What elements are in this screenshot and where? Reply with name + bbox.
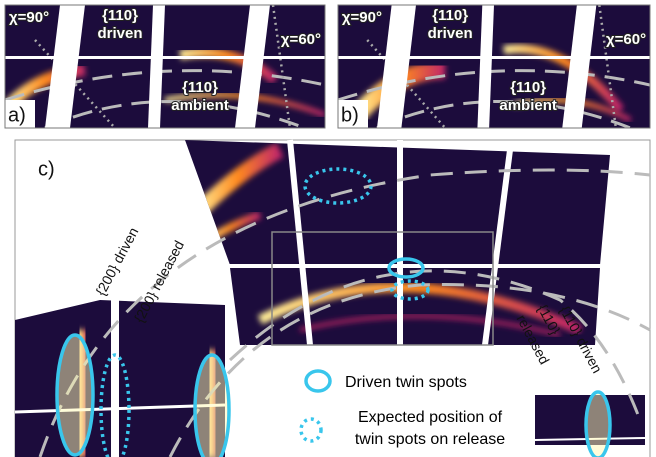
label-bg: [5, 100, 35, 128]
panel-label: b): [341, 104, 359, 126]
gap: [235, 5, 270, 128]
chi-label: χ=90°: [9, 9, 49, 26]
twin-spot-markers: [55, 257, 612, 457]
chi-line: [598, 5, 618, 128]
ring: [376, 100, 632, 128]
arc: [502, 44, 625, 113]
legend-text: Driven twin spots: [345, 374, 467, 391]
peak-label: ambient: [171, 97, 229, 114]
label-bg: [338, 100, 368, 128]
legend-text: Expected position of: [358, 409, 503, 426]
ring-arcs: [38, 168, 651, 457]
detector-image: [5, 5, 325, 128]
panel-label: a): [8, 104, 26, 126]
chi-label: χ=60°: [281, 31, 321, 48]
panel-border: [14, 139, 651, 457]
detector-image: [338, 5, 650, 128]
chi-label: χ=60°: [606, 31, 646, 48]
chi-line: [366, 39, 447, 128]
peak-label: driven: [97, 25, 142, 42]
peak-label: ambient: [499, 97, 557, 114]
peak-label: driven: [428, 25, 473, 42]
peak-label: {110}: [432, 7, 468, 24]
panel-border: [337, 4, 651, 129]
gap: [45, 5, 85, 128]
gap: [5, 56, 325, 59]
legend-symbol: [304, 369, 332, 393]
chi-line: [271, 5, 292, 128]
panel-label: c): [38, 158, 55, 180]
chi-line: [34, 39, 116, 128]
expected-markers: [99, 167, 430, 457]
peak-label: {110}: [102, 7, 138, 24]
legend-text: twin spots on release: [355, 431, 505, 448]
gap: [377, 5, 416, 128]
gap: [338, 56, 650, 59]
peak-label: {110}: [510, 79, 546, 96]
panel-c: c) {200} driven {200} released {110} dri…: [14, 139, 651, 457]
panel-border: [4, 4, 326, 129]
gap: [562, 5, 597, 128]
zoom-box: [271, 231, 494, 346]
legend-symbol: [299, 417, 323, 443]
ring: [44, 100, 306, 128]
gap: [148, 5, 165, 128]
chi-label: χ=90°: [342, 9, 382, 26]
ring-label: {200} driven: [92, 225, 141, 298]
peak-label: {110}: [182, 79, 218, 96]
gap: [477, 5, 494, 128]
